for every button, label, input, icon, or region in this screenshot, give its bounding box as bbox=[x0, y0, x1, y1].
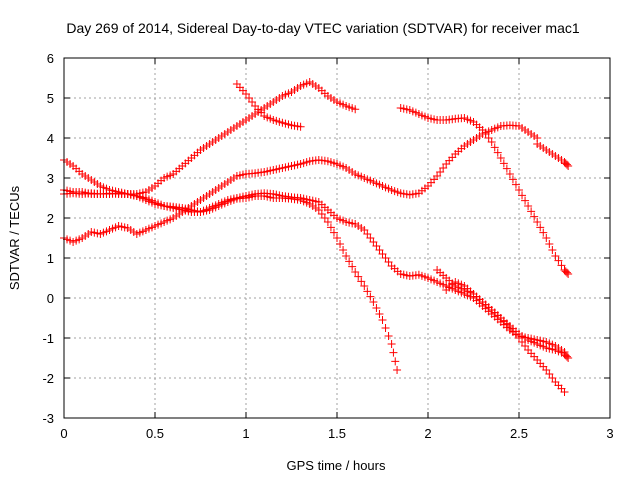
data-point bbox=[518, 191, 527, 200]
data-point bbox=[326, 223, 335, 232]
data-point bbox=[551, 252, 560, 260]
data-point bbox=[557, 261, 566, 270]
data-point bbox=[493, 148, 502, 157]
data-point bbox=[539, 228, 548, 237]
x-tick-label: 2 bbox=[424, 426, 431, 441]
data-point bbox=[363, 287, 372, 296]
data-point bbox=[496, 154, 505, 162]
data-point bbox=[393, 366, 402, 374]
data-point bbox=[564, 162, 573, 170]
data-point bbox=[360, 282, 369, 290]
series-trace-d bbox=[60, 186, 402, 374]
data-point bbox=[339, 246, 348, 254]
data-point bbox=[505, 170, 514, 178]
data-point bbox=[545, 240, 554, 248]
data-point bbox=[378, 316, 387, 324]
data-point bbox=[530, 212, 539, 221]
data-point bbox=[490, 143, 499, 152]
y-tick-labels: -3 -2 -1 0 1 2 3 4 5 6 bbox=[42, 51, 54, 426]
y-tick-label: -2 bbox=[42, 371, 54, 386]
x-axis-label: GPS time / hours bbox=[287, 458, 386, 473]
y-tick-label: 4 bbox=[47, 131, 54, 146]
series-trace-c bbox=[60, 156, 569, 356]
data-point bbox=[351, 268, 360, 276]
data-point bbox=[336, 240, 345, 248]
data-point bbox=[562, 268, 571, 277]
data-point bbox=[560, 388, 569, 396]
data-point bbox=[533, 218, 542, 226]
data-point bbox=[511, 180, 520, 189]
data-point bbox=[521, 196, 530, 205]
data-point bbox=[381, 324, 390, 332]
data-point bbox=[372, 304, 381, 312]
data-point bbox=[515, 186, 523, 194]
series-trace-g bbox=[533, 140, 573, 170]
data-point bbox=[391, 357, 400, 366]
data-point bbox=[536, 223, 545, 232]
data-point bbox=[354, 272, 363, 281]
data-point bbox=[508, 175, 517, 184]
y-axis-label: SDTVAR / TECUs bbox=[7, 185, 22, 290]
x-tick-label: 1.5 bbox=[328, 426, 346, 441]
data-point bbox=[487, 138, 496, 146]
series-trace-h bbox=[433, 266, 569, 396]
series-trace-b bbox=[60, 121, 542, 246]
data-point bbox=[323, 218, 332, 226]
data-point bbox=[384, 332, 393, 340]
y-tick-label: 1 bbox=[47, 251, 54, 266]
chart-title: Day 269 of 2014, Sidereal Day-to-day VTE… bbox=[66, 20, 579, 36]
data-point bbox=[499, 159, 508, 168]
data-point bbox=[564, 354, 573, 362]
x-tick-label: 0 bbox=[60, 426, 67, 441]
data-point bbox=[564, 270, 573, 278]
data-point bbox=[562, 352, 571, 361]
data-point bbox=[542, 234, 551, 242]
data-point bbox=[369, 298, 378, 306]
y-tick-label: -1 bbox=[42, 331, 54, 346]
data-point bbox=[387, 340, 396, 348]
data-point bbox=[366, 292, 375, 301]
x-tick-labels: 0 0.5 1 1.5 2 2.5 3 bbox=[60, 426, 613, 441]
data-point bbox=[351, 105, 360, 114]
data-point bbox=[548, 246, 557, 254]
data-point bbox=[357, 277, 366, 286]
y-tick-label: 2 bbox=[47, 211, 54, 226]
y-tick-label: -3 bbox=[42, 411, 54, 426]
y-tick-label: 5 bbox=[47, 91, 54, 106]
y-tick-label: 6 bbox=[47, 51, 54, 66]
x-tick-label: 2.5 bbox=[510, 426, 528, 441]
data-point bbox=[502, 164, 511, 173]
data-point bbox=[333, 234, 341, 242]
series-trace-f bbox=[396, 104, 573, 278]
data-point bbox=[348, 262, 357, 271]
x-tick-label: 0.5 bbox=[146, 426, 164, 441]
data-point bbox=[562, 160, 571, 169]
data-point bbox=[342, 252, 351, 260]
series-trace-i bbox=[442, 278, 573, 362]
x-tick-label: 1 bbox=[242, 426, 249, 441]
y-tick-label: 0 bbox=[47, 291, 54, 306]
x-tick-label: 3 bbox=[606, 426, 613, 441]
data-point bbox=[375, 310, 384, 318]
y-tick-label: 3 bbox=[47, 171, 54, 186]
data-point bbox=[329, 228, 338, 237]
plot-frame bbox=[63, 57, 611, 419]
series-trace-e bbox=[232, 80, 305, 131]
data-point bbox=[389, 348, 398, 357]
data-point bbox=[345, 257, 354, 266]
data-point bbox=[527, 207, 536, 216]
data-point bbox=[296, 122, 305, 131]
data-points bbox=[60, 78, 573, 396]
data-point bbox=[554, 256, 563, 265]
data-point bbox=[524, 202, 533, 210]
